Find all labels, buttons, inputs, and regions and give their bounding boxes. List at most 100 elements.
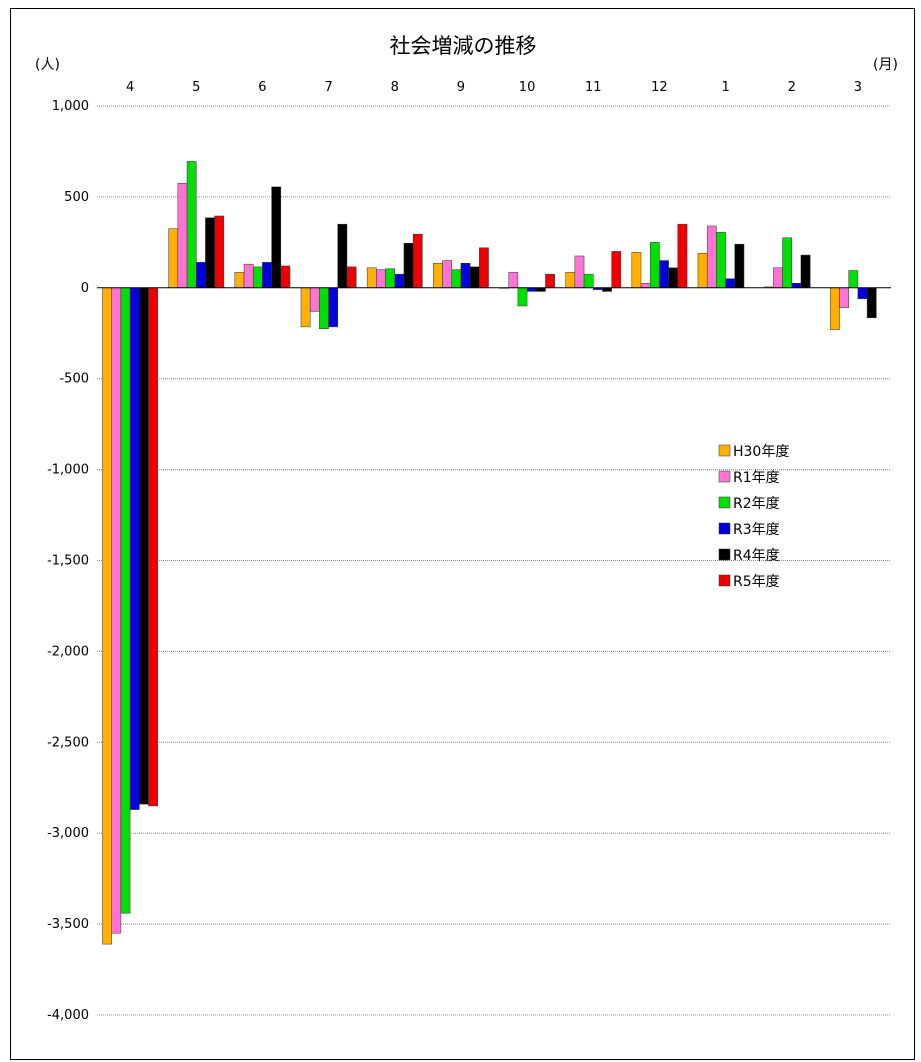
bar xyxy=(734,243,745,289)
y-tick-label: -3,500 xyxy=(47,917,89,932)
bar xyxy=(565,272,576,289)
x-unit-label: (月) xyxy=(873,57,898,73)
bar xyxy=(309,287,320,312)
bar xyxy=(280,265,291,289)
y-tick-label: 500 xyxy=(64,190,89,205)
bar xyxy=(782,237,792,289)
bar xyxy=(451,269,462,289)
legend-swatch xyxy=(718,470,731,483)
bar xyxy=(205,217,215,289)
chart: 社会増減の推移 (人) (月) 1,000 500 0 -500 -1,000 -1,50… xyxy=(35,34,898,1023)
x-tick-label: 10 xyxy=(519,80,536,95)
bar xyxy=(677,223,688,289)
x-tick-label: 1 xyxy=(721,80,729,95)
bar xyxy=(433,263,443,289)
bar xyxy=(129,287,140,810)
bar xyxy=(583,273,594,289)
bar xyxy=(800,254,811,289)
bar xyxy=(186,161,197,289)
bar xyxy=(394,273,405,289)
bar xyxy=(196,262,206,289)
y-tick-label: -1,500 xyxy=(47,554,89,569)
gridlines xyxy=(97,105,891,1016)
x-tick-labels: 4 5 6 7 8 9 10 11 12 1 2 3 xyxy=(126,80,862,95)
bar xyxy=(574,255,585,289)
legend-label: R2年度 xyxy=(733,496,780,512)
bar xyxy=(243,263,254,289)
x-tick-label: 7 xyxy=(324,80,332,95)
y-tick-label: 0 xyxy=(81,281,89,296)
bar xyxy=(725,278,736,289)
bar xyxy=(168,228,179,289)
bar xyxy=(866,287,877,319)
y-tick-label: -500 xyxy=(59,372,89,387)
y-tick-label: -1,000 xyxy=(47,463,89,478)
bar xyxy=(214,215,225,289)
x-tick-label: 2 xyxy=(788,80,796,95)
x-tick-label: 3 xyxy=(854,80,862,95)
bar xyxy=(508,272,519,289)
x-tick-label: 5 xyxy=(192,80,200,95)
bar xyxy=(640,283,651,289)
bar xyxy=(848,270,859,289)
bar xyxy=(346,266,357,289)
legend-label: R3年度 xyxy=(733,522,780,538)
legend-swatch xyxy=(718,496,731,509)
x-tick-label: 11 xyxy=(585,80,602,95)
bar xyxy=(536,287,546,292)
y-unit-label: (人) xyxy=(35,57,60,73)
bar xyxy=(328,287,339,328)
legend-swatch xyxy=(718,548,731,561)
bar xyxy=(602,287,612,292)
bar xyxy=(271,186,282,289)
y-tick-label: -2,000 xyxy=(47,644,89,659)
bar xyxy=(773,267,783,289)
x-tick-label: 12 xyxy=(651,80,668,95)
legend-label: H30年度 xyxy=(733,444,789,460)
bar xyxy=(111,287,122,934)
bar xyxy=(120,287,131,914)
chart-frame: 社会増減の推移 (人) (月) 1,000 500 0 -500 -1,000 -1,50… xyxy=(10,8,915,1060)
bar xyxy=(839,287,849,309)
bar xyxy=(791,283,802,289)
legend-label: R5年度 xyxy=(733,574,780,590)
bar xyxy=(479,247,489,289)
legend-swatch xyxy=(718,522,731,535)
bars xyxy=(102,161,877,945)
bar xyxy=(234,272,245,289)
x-tick-label: 8 xyxy=(391,80,399,95)
y-tick-label: -2,500 xyxy=(47,735,89,750)
legend-label: R4年度 xyxy=(733,548,780,564)
bar xyxy=(649,242,660,289)
x-tick-label: 4 xyxy=(126,80,134,95)
bar xyxy=(611,251,622,289)
bar xyxy=(385,268,395,289)
bar xyxy=(460,263,471,289)
bar xyxy=(631,252,642,289)
bar xyxy=(545,273,555,289)
bar xyxy=(319,287,329,329)
legend-swatch xyxy=(718,444,731,457)
bar xyxy=(403,243,414,289)
bar xyxy=(517,287,528,307)
bar xyxy=(668,267,679,289)
bar xyxy=(300,287,311,328)
bar xyxy=(659,260,669,289)
chart-title: 社会増減の推移 xyxy=(390,34,537,58)
legend-swatch xyxy=(718,574,731,587)
x-tick-label: 6 xyxy=(258,80,266,95)
bar xyxy=(139,287,149,805)
bar xyxy=(830,287,840,330)
bar xyxy=(376,269,386,289)
bar xyxy=(102,287,112,945)
bar xyxy=(148,287,158,807)
bar xyxy=(526,287,537,292)
bar xyxy=(262,262,272,289)
bar xyxy=(857,287,868,299)
bar xyxy=(469,266,480,289)
y-tick-label: -4,000 xyxy=(47,1008,89,1023)
legend: H30年度 R1年度 R2年度 R3年度 R4年度 R5年度 xyxy=(718,444,789,590)
legend-label: R1年度 xyxy=(733,470,780,486)
bar xyxy=(442,260,452,289)
bar xyxy=(177,183,188,289)
